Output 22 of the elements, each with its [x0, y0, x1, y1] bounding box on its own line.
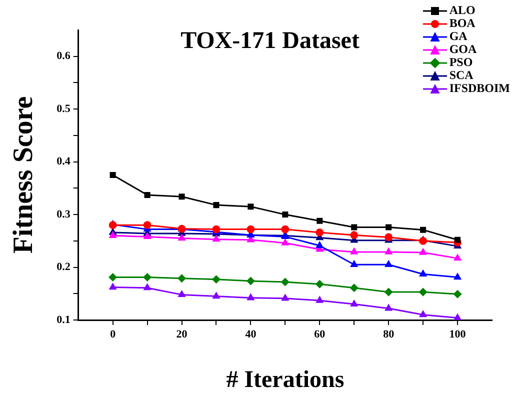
y-tick-label: 0.5	[56, 102, 71, 115]
legend-label: ALO	[449, 3, 476, 18]
y-tick-label: 0.6	[56, 50, 71, 62]
legend-label: GOA	[449, 42, 477, 57]
x-axis-title: # Iterations	[226, 366, 344, 393]
legend-label: IFSDBOIM	[449, 81, 510, 96]
x-tick-label: 20	[176, 328, 188, 340]
y-axis-title: Fitness Score	[8, 96, 40, 254]
y-tick-label: 0.3	[56, 208, 71, 220]
x-tick-label: 60	[314, 328, 326, 340]
y-tick-label: 0.1	[56, 314, 70, 326]
x-tick-label: 80	[383, 328, 395, 340]
chart-title: TOX-171 Dataset	[180, 28, 360, 55]
legend-label: PSO	[449, 55, 473, 70]
x-tick-label: 40	[245, 328, 257, 340]
y-tick-label: 0.2	[56, 261, 71, 274]
x-tick-label: 100	[449, 328, 466, 340]
legend-label: BOA	[449, 16, 476, 31]
y-tick-label: 0.4	[56, 156, 71, 168]
legend-label: SCA	[449, 68, 474, 83]
legend-label: GA	[449, 29, 468, 44]
x-tick-label: 0	[110, 328, 116, 340]
